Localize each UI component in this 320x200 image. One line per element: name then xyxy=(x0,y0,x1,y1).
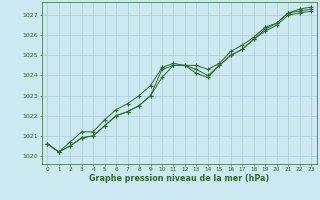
X-axis label: Graphe pression niveau de la mer (hPa): Graphe pression niveau de la mer (hPa) xyxy=(89,174,269,183)
